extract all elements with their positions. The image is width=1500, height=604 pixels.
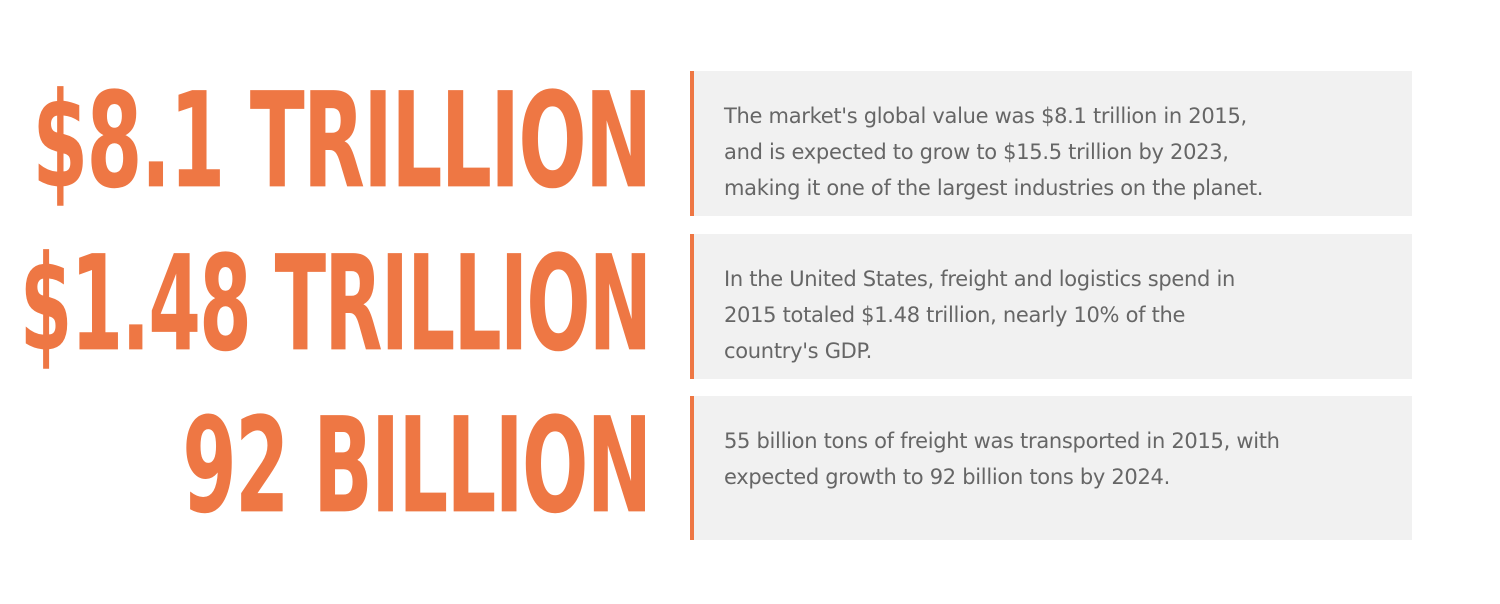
stat-description: The market's global value was $8.1 trill… bbox=[724, 104, 1264, 200]
stat-description: In the United States, freight and logist… bbox=[724, 267, 1235, 363]
stat-description-box: The market's global value was $8.1 trill… bbox=[690, 71, 1412, 216]
stat-description-box: 55 billion tons of freight was transport… bbox=[690, 396, 1412, 540]
stat-figure: $1.48 TRILLION bbox=[19, 226, 651, 381]
stat-figure: 92 BILLION bbox=[181, 388, 652, 543]
stat-row-us-spend: $1.48 TRILLION In the United States, fre… bbox=[0, 234, 1500, 379]
stat-row-global-value: $8.1 TRILLION The market's global value … bbox=[0, 71, 1500, 216]
stat-description: 55 billion tons of freight was transport… bbox=[724, 429, 1280, 489]
stat-row-freight-tons: 92 BILLION 55 billion tons of freight wa… bbox=[0, 396, 1500, 541]
stat-figure: $8.1 TRILLION bbox=[31, 63, 652, 218]
stat-description-box: In the United States, freight and logist… bbox=[690, 234, 1412, 379]
